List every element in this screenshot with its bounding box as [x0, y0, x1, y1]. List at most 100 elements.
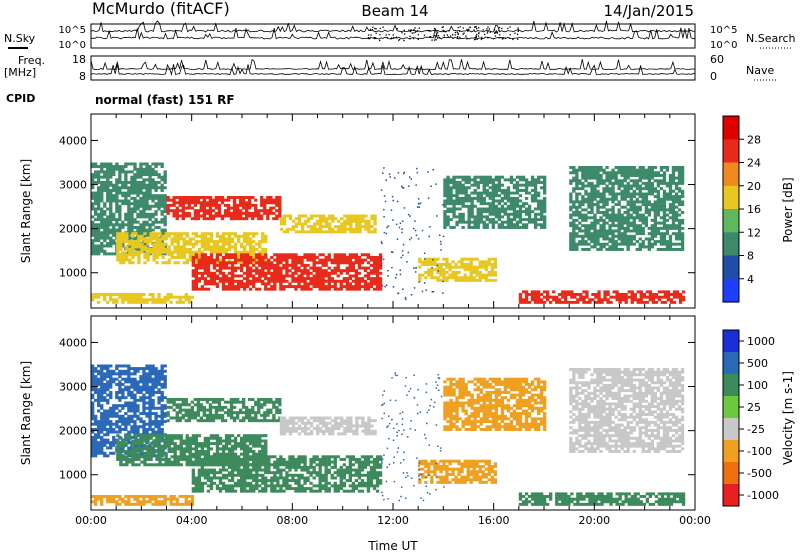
heatmap-cell [605, 166, 609, 169]
noise-point [392, 34, 394, 36]
heatmap-cell [97, 422, 101, 426]
noise-point [482, 29, 484, 31]
heatmap-cell [378, 256, 383, 259]
heatmap-cell [276, 263, 280, 267]
heatmap-cell [306, 271, 310, 275]
noise-point [375, 28, 377, 30]
heatmap-cell [127, 401, 131, 405]
heatmap-cell [94, 165, 98, 169]
heatmap-cell [91, 435, 95, 439]
heatmap-cell [173, 234, 177, 238]
heatmap-cell [236, 206, 240, 210]
noise-point [466, 28, 468, 31]
heatmap-cell [133, 398, 137, 402]
heatmap-cell [638, 176, 642, 180]
heatmap-cell [136, 204, 140, 208]
noise-point [409, 35, 411, 37]
heatmap-cell [419, 202, 422, 205]
noise-point [385, 34, 387, 36]
heatmap-cell [372, 258, 377, 262]
heatmap-cell [638, 179, 642, 183]
heatmap-cell [581, 195, 585, 199]
heatmap-cell [681, 290, 686, 294]
heatmap-cell [196, 214, 201, 218]
heatmap-cell [506, 194, 511, 198]
heatmap-cell [294, 258, 298, 262]
heatmap-cell [218, 277, 223, 281]
heatmap-cell [130, 220, 134, 224]
heatmap-cell [590, 245, 594, 249]
heatmap-cell [100, 404, 104, 408]
heatmap-cell [164, 237, 168, 241]
heatmap-cell [656, 171, 661, 175]
noise-point [439, 37, 441, 39]
heatmap-cell [518, 295, 523, 299]
heatmap-cell [407, 213, 410, 216]
heatmap-cell [233, 248, 238, 251]
heatmap-cell [645, 295, 650, 299]
heatmap-cell [638, 229, 642, 233]
heatmap-cell [488, 196, 492, 200]
heatmap-cell [312, 279, 316, 283]
heatmap-cell [587, 197, 591, 201]
heatmap-cell [537, 199, 541, 203]
heatmap-cell [167, 234, 171, 238]
heatmap-cell [608, 213, 612, 217]
heatmap-cell [666, 298, 671, 302]
heatmap-cell [581, 216, 585, 220]
heatmap-cell [263, 211, 267, 215]
heatmap-cell [154, 375, 158, 379]
heatmap-cell [467, 207, 471, 211]
heatmap-cell [158, 240, 162, 244]
heatmap-cell [136, 388, 140, 392]
heatmap-cell [116, 240, 120, 244]
heatmap-cell [208, 214, 213, 218]
heatmap-cell [145, 367, 149, 371]
heatmap-cell [433, 268, 437, 272]
heatmap-cell [251, 217, 255, 221]
heatmap-cell [121, 293, 125, 296]
heatmap-cell [291, 253, 295, 257]
heatmap-cell [342, 285, 347, 289]
heatmap-cell [109, 210, 113, 214]
heatmap-cell [115, 189, 119, 192]
heatmap-cell [385, 232, 388, 235]
heatmap-cell [599, 205, 603, 209]
heatmap-cell [518, 300, 523, 304]
heatmap-cell [345, 282, 350, 286]
noise-point [475, 38, 477, 40]
heatmap-cell [116, 250, 120, 254]
heatmap-cell [252, 253, 256, 257]
heatmap-cell [322, 230, 326, 234]
heatmap-cell [672, 295, 677, 299]
heatmap-cell [157, 401, 161, 405]
heatmap-cell [653, 213, 658, 217]
heatmap-cell [218, 245, 223, 249]
heatmap-cell [614, 245, 618, 249]
heatmap-cell [255, 269, 259, 273]
heatmap-cell [121, 241, 125, 245]
heatmap-cell [151, 388, 155, 392]
heatmap-cell [240, 258, 244, 262]
heatmap-cell [221, 245, 226, 249]
heatmap-cell [130, 223, 134, 227]
heatmap-cell [300, 269, 304, 273]
heatmap-cell [558, 300, 562, 304]
heatmap-cell [478, 271, 482, 274]
heatmap-cell [357, 256, 362, 259]
heatmap-cell [279, 256, 283, 259]
heatmap-cell [647, 176, 652, 180]
heatmap-cell [106, 375, 110, 379]
heatmap-cell [357, 277, 362, 281]
heatmap-cell [506, 199, 511, 203]
heatmap-cell [473, 218, 477, 222]
heatmap-cell [133, 165, 137, 169]
noise-point [517, 38, 519, 40]
heatmap-cell [569, 216, 573, 220]
heatmap-cell [294, 266, 298, 270]
heatmap-cell [282, 274, 286, 278]
heatmap-cell [200, 261, 205, 265]
heatmap-cell [603, 290, 607, 294]
heatmap-cell [497, 183, 502, 187]
heatmap-cell [252, 234, 256, 238]
